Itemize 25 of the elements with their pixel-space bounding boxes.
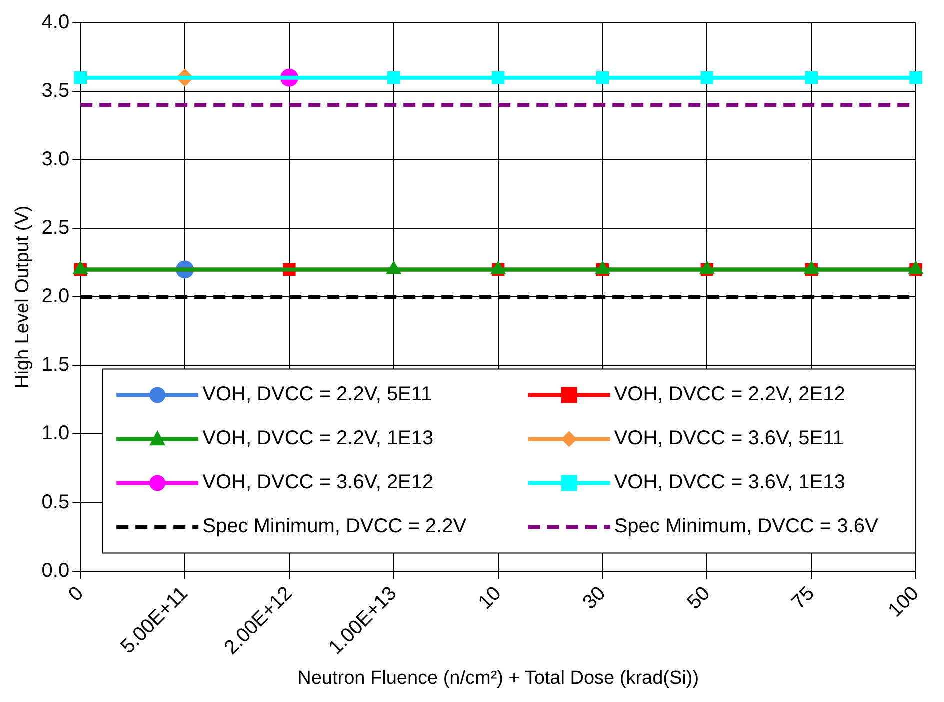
y-tick-label: 3.5 (42, 80, 70, 102)
y-tick-label: 1.0 (42, 422, 70, 445)
y-tick-label: 0.0 (42, 560, 70, 582)
y-tick-label: 4.0 (42, 12, 70, 34)
legend-label: Spec Minimum, DVCC = 3.6V (614, 516, 879, 538)
legend-label: VOH, DVCC = 3.6V, 1E13 (614, 472, 846, 494)
legend-label: VOH, DVCC = 2.2V, 1E13 (202, 428, 434, 450)
y-tick-label: 2.5 (42, 217, 70, 240)
x-tick-label: 0 (64, 582, 88, 606)
y-tick-label: 0.5 (42, 491, 70, 514)
x-axis-title: Neutron Fluence (n/cm²) + Total Dose (krad(Si)) (298, 668, 700, 689)
legend-label: VOH, DVCC = 3.6V, 5E11 (614, 428, 844, 450)
x-tick-label: 30 (578, 582, 610, 614)
y-tick-label: 1.5 (42, 354, 70, 376)
legend-label: VOH, DVCC = 2.2V, 2E12 (614, 384, 846, 406)
y-tick-label: 3.0 (42, 148, 70, 171)
legend-label: VOH, DVCC = 2.2V, 5E11 (202, 384, 432, 406)
x-tick-label: 75 (788, 582, 820, 614)
legend-label: VOH, DVCC = 3.6V, 2E12 (202, 472, 434, 494)
x-tick-label: 50 (683, 582, 715, 614)
y-tick-label: 2.0 (42, 286, 70, 308)
x-tick-label: 10 (474, 582, 506, 614)
y-axis-title: High Level Output (V) (12, 206, 34, 388)
legend-label: Spec Minimum, DVCC = 2.2V (202, 516, 468, 538)
x-tick-label: 100 (884, 582, 924, 622)
